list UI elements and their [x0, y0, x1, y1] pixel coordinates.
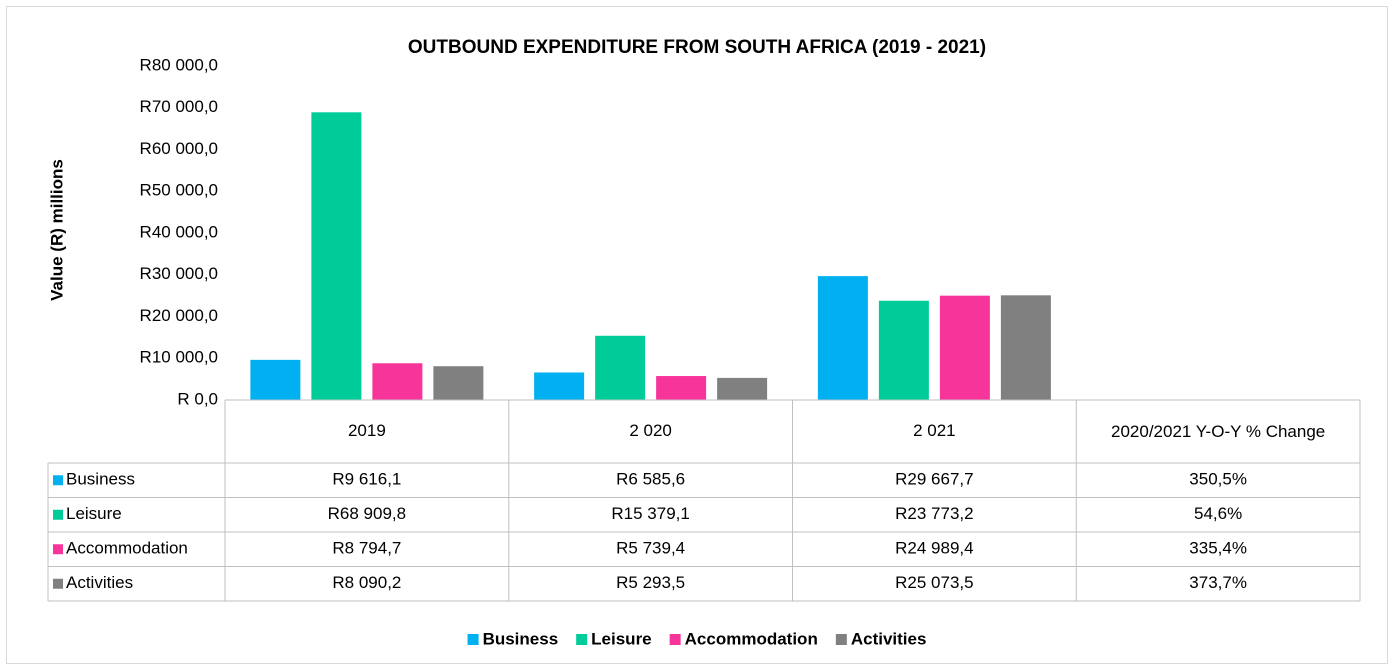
y-tick-label: R80 000,0	[140, 55, 218, 74]
legend-key	[576, 634, 588, 645]
bar	[372, 363, 423, 400]
bar	[878, 300, 929, 400]
bar	[311, 112, 362, 401]
row-legend-key	[53, 544, 63, 555]
table-value: R5 739,4	[616, 539, 685, 558]
table-change: 335,4%	[1189, 539, 1247, 558]
bar	[534, 372, 585, 400]
row-label: Activities	[66, 573, 133, 592]
change-header: 2020/2021 Y-O-Y % Change	[1111, 422, 1326, 441]
x-tick-label: 2 021	[913, 421, 956, 440]
legend-label: Leisure	[591, 629, 651, 648]
row-legend-key	[53, 509, 63, 520]
table-change: 350,5%	[1189, 470, 1247, 489]
table-value: R23 773,2	[895, 504, 973, 523]
legend: Business Leisure Accommodation Activities	[467, 629, 927, 648]
table-value: R5 293,5	[616, 573, 685, 592]
legend-label: Business	[483, 629, 559, 648]
row-label: Accommodation	[66, 539, 188, 558]
row-legend-key	[53, 578, 63, 589]
row-label: Business	[66, 470, 135, 489]
table-value: R9 616,1	[332, 470, 401, 489]
bar	[433, 366, 484, 400]
legend-key	[467, 634, 479, 645]
y-tick-label: R70 000,0	[140, 97, 218, 116]
x-tick-label: 2 020	[629, 421, 672, 440]
chart-title: OUTBOUND EXPENDITURE FROM SOUTH AFRICA (…	[408, 37, 986, 58]
legend-label: Accommodation	[685, 629, 818, 648]
y-tick-label: R30 000,0	[140, 264, 218, 283]
table-header: 2020/2021 Y-O-Y % Change	[1111, 422, 1326, 441]
bar	[656, 376, 707, 400]
table-change: 54,6%	[1194, 504, 1242, 523]
table-value: R68 909,8	[328, 504, 406, 523]
table-value: R25 073,5	[895, 573, 973, 592]
y-tick-label: R50 000,0	[140, 181, 218, 200]
table-value: R24 989,4	[895, 539, 973, 558]
y-tick-label: R 0,0	[177, 389, 218, 408]
table-value: R15 379,1	[611, 504, 689, 523]
legend-key	[669, 634, 681, 645]
y-tick-label: R10 000,0	[140, 348, 218, 367]
x-tick-label: 2019	[348, 421, 386, 440]
y-tick-label: R40 000,0	[140, 222, 218, 241]
bar	[939, 295, 990, 400]
bar	[250, 359, 301, 400]
bar	[717, 377, 768, 400]
chart-border	[6, 6, 1388, 664]
row-legend-key	[53, 475, 63, 486]
table-value: R8 794,7	[332, 539, 401, 558]
legend-key	[835, 634, 847, 645]
table-change: 373,7%	[1189, 573, 1247, 592]
table-value: R6 585,6	[616, 470, 685, 489]
legend-label: Activities	[851, 629, 927, 648]
y-tick-label: R20 000,0	[140, 306, 218, 325]
y-axis-label: Value (R) millions	[47, 159, 66, 301]
y-tick-label: R60 000,0	[140, 139, 218, 158]
bar	[1000, 295, 1051, 400]
table-value: R8 090,2	[332, 573, 401, 592]
bar	[595, 335, 646, 400]
table-value: R29 667,7	[895, 470, 973, 489]
row-label: Leisure	[66, 504, 122, 523]
bar	[817, 276, 868, 400]
